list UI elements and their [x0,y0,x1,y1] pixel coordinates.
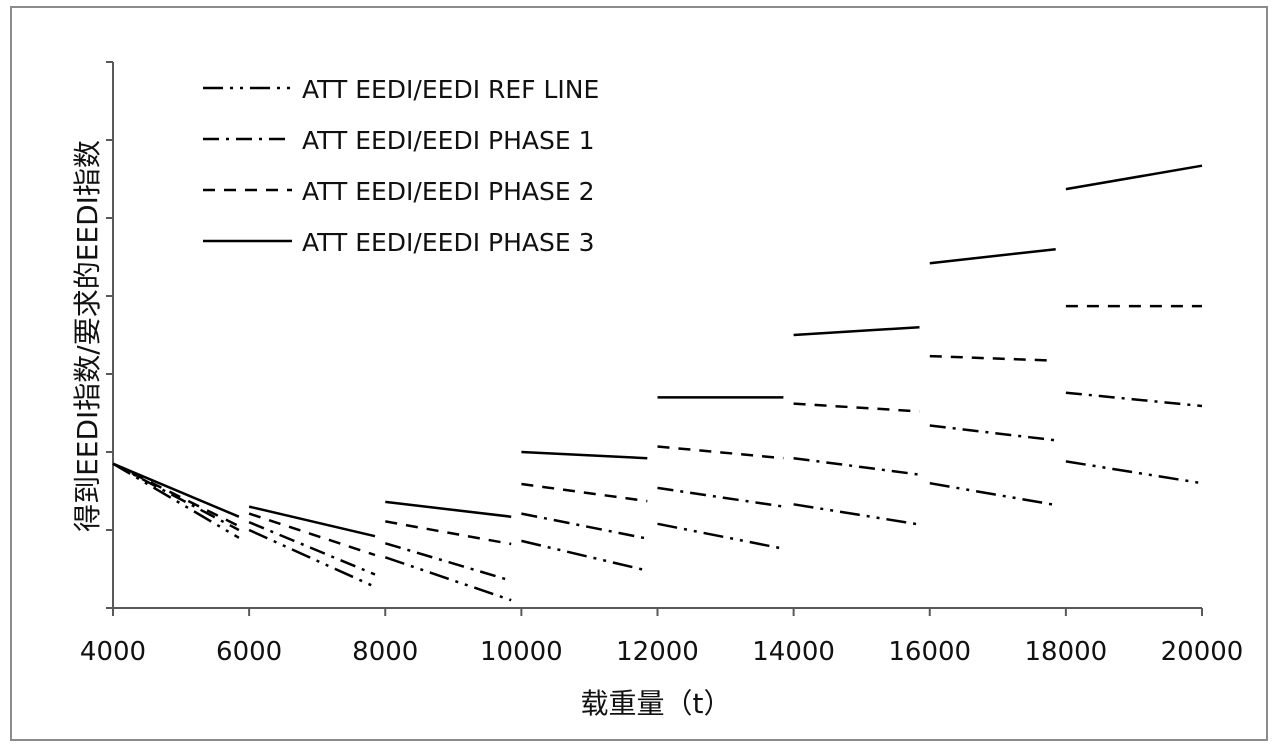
series-line-segment [793,503,920,526]
y-axis-title: 得到EEDI指数/要求的EEDI指数 [71,140,104,532]
legend-label: ATT EEDI/EEDI PHASE 2 [302,177,595,206]
series-line-segment [385,500,512,518]
legend-label: ATT EEDI/EEDI PHASE 1 [302,126,595,155]
series-line-segment [1065,391,1203,408]
x-tick-label: 6000 [216,637,282,667]
y-ticks [106,61,113,609]
series-line-segment [929,424,1056,442]
series-line-segment [657,486,784,508]
legend-label: ATT EEDI/EEDI REF LINE [302,75,599,104]
series-line-segment [248,505,376,538]
x-tick-label: 18000 [1025,637,1108,667]
series-line-segment [112,462,240,528]
series-line-segment [1065,164,1203,191]
series-line-segment [248,512,376,557]
x-axis-title: 载重量（t） [581,687,732,720]
series-line-segment [385,520,512,546]
series-line-segment [112,462,240,518]
series-line-segment [521,512,648,540]
series-line-segment [248,528,376,589]
series-line-segment [384,556,512,602]
series-4 [112,164,1203,538]
x-tick-label: 4000 [80,637,146,667]
series-3 [112,304,1202,557]
series-line-segment [248,521,376,576]
series-line-segment [929,247,1056,265]
series-2 [112,391,1203,582]
x-tick-label: 8000 [352,637,418,667]
series-line-segment [384,542,512,582]
legend-label: ATT EEDI/EEDI PHASE 3 [302,228,595,257]
x-tick-label: 20000 [1161,637,1244,667]
series-line-segment [793,325,920,337]
series-line-segment [1065,460,1203,485]
series-line-segment [521,450,648,460]
x-tick-label: 12000 [616,637,699,667]
series-line-segment [793,402,920,413]
x-tick-label: 14000 [752,637,835,667]
axes [112,62,1202,609]
series-layer [112,164,1203,602]
series-line-segment [793,456,920,476]
series-1 [112,460,1203,602]
series-line-segment [112,462,240,539]
x-ticks: 4000 6000 8000 10000 12000 14000 16000 18000 200… [80,608,1243,667]
x-tick-label: 16000 [888,637,971,667]
legend: ATT EEDI/EEDI REF LINE ATT EEDI/EEDI PHAS… [203,75,599,257]
series-line-segment [521,539,648,572]
series-line-segment [929,481,1056,507]
series-line-segment [657,522,784,550]
series-line-segment [929,354,1056,362]
x-tick-label: 10000 [480,637,563,667]
series-line-segment [657,445,784,460]
series-line-segment [521,482,648,503]
chart-frame [10,6,1268,741]
